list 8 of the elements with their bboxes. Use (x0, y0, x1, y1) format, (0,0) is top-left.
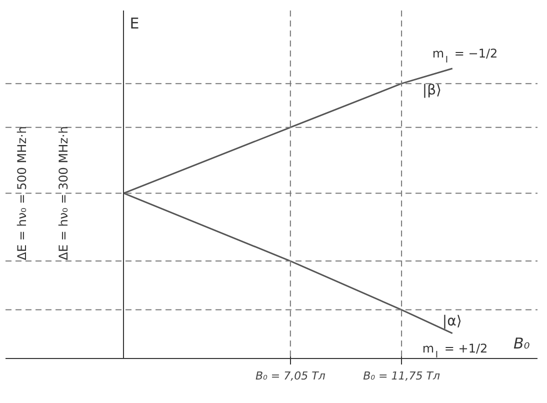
x-tick-label: B₀ = 7,05 Тл (255, 370, 326, 382)
series-label: |α⟩ (442, 313, 462, 330)
annotation: ΔE = hν₀ = 300 MHz·h (56, 126, 71, 260)
x-tick-label: B₀ = 11,75 Тл (363, 370, 440, 382)
y-axis-title: E (130, 14, 140, 32)
annotation: ΔE = hν₀ = 500 MHz·h (15, 126, 30, 260)
series-label: |β⟩ (422, 82, 442, 98)
x-axis-title: B₀ (514, 334, 530, 352)
